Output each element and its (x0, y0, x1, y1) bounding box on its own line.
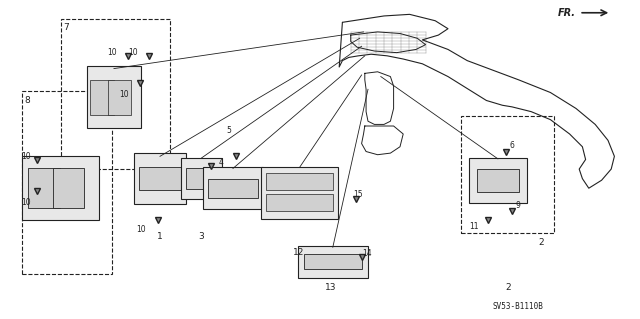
FancyBboxPatch shape (266, 194, 333, 211)
FancyBboxPatch shape (28, 168, 60, 208)
Text: 8: 8 (24, 96, 30, 105)
FancyBboxPatch shape (298, 246, 368, 278)
FancyBboxPatch shape (180, 158, 223, 199)
FancyBboxPatch shape (477, 169, 519, 192)
Text: 4: 4 (218, 158, 223, 167)
Text: 3: 3 (199, 232, 204, 241)
FancyBboxPatch shape (469, 158, 527, 203)
FancyBboxPatch shape (134, 153, 186, 204)
FancyBboxPatch shape (186, 168, 217, 189)
Text: 15: 15 (353, 190, 364, 199)
FancyBboxPatch shape (52, 168, 84, 208)
Text: SV53-B1110B: SV53-B1110B (493, 302, 544, 311)
Text: 11: 11 (469, 222, 478, 231)
Bar (61, 19, 170, 169)
Text: 12: 12 (293, 248, 305, 256)
Text: 10: 10 (107, 48, 117, 57)
Text: 2: 2 (538, 238, 543, 247)
FancyBboxPatch shape (139, 167, 181, 190)
Text: 2: 2 (506, 283, 511, 292)
FancyBboxPatch shape (90, 79, 113, 115)
FancyBboxPatch shape (202, 167, 264, 209)
Text: 10: 10 (20, 198, 31, 207)
FancyBboxPatch shape (208, 179, 258, 198)
Text: 9: 9 (516, 201, 521, 210)
FancyBboxPatch shape (266, 173, 333, 189)
Text: 10: 10 (128, 48, 138, 57)
Text: 6: 6 (509, 141, 515, 150)
Bar (22, 91, 112, 274)
FancyBboxPatch shape (22, 156, 99, 220)
Text: 1: 1 (157, 232, 162, 241)
FancyBboxPatch shape (86, 66, 141, 128)
Text: 7: 7 (63, 23, 68, 32)
Text: 10: 10 (136, 225, 146, 234)
FancyBboxPatch shape (304, 254, 362, 269)
Text: 10: 10 (118, 90, 129, 99)
FancyBboxPatch shape (108, 79, 131, 115)
Text: 14: 14 (362, 249, 372, 258)
Text: 10: 10 (20, 152, 31, 161)
Text: FR.: FR. (558, 8, 576, 18)
Text: 13: 13 (324, 283, 336, 292)
Bar (461, 116, 554, 233)
Text: 5: 5 (227, 126, 232, 135)
FancyBboxPatch shape (261, 167, 338, 219)
